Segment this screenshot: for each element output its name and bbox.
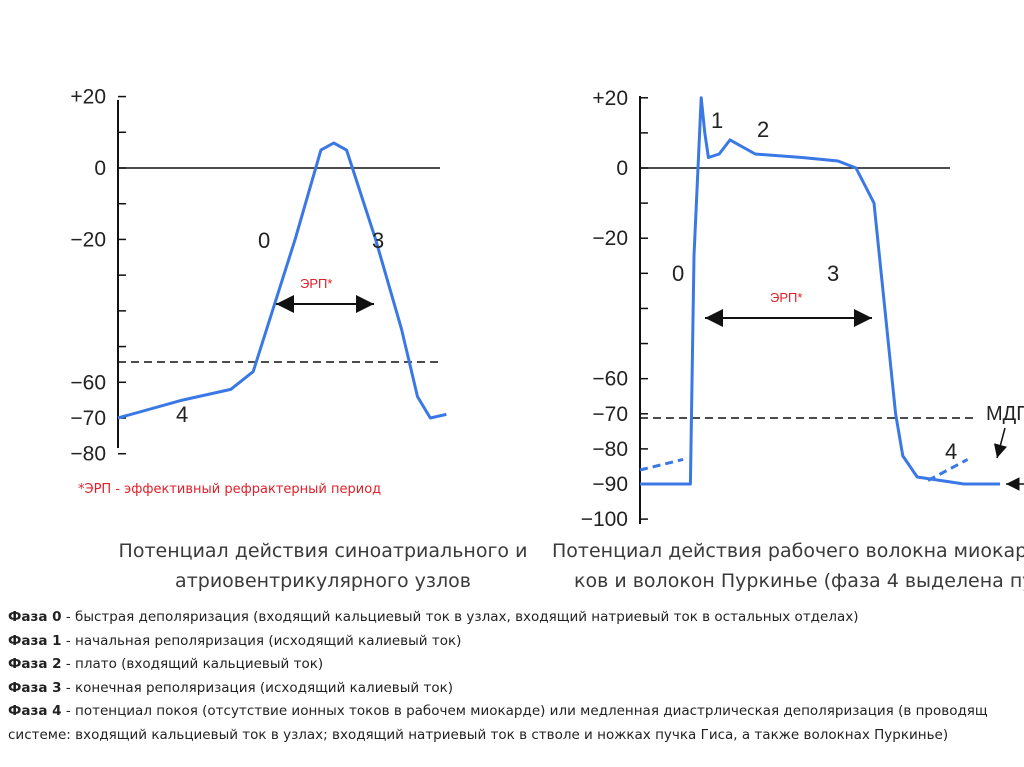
right-phase-4-label: 4 xyxy=(945,439,957,464)
right-mda-pointer xyxy=(993,427,1008,459)
left-action-potential-curve xyxy=(117,141,447,420)
right-phase-2-label: 2 xyxy=(757,117,769,142)
right-y-tick-label: +20 xyxy=(592,87,628,110)
left-phase-4-label: 4 xyxy=(176,402,188,427)
left-y-tick-label: −70 xyxy=(70,407,106,430)
phase-descriptions: Фаза 0 - быстрая деполяризация (входящий… xyxy=(8,606,1024,747)
phase-2-text: - плато (входящий кальциевый ток) xyxy=(61,656,324,672)
left-phase-0-label: 0 xyxy=(258,228,270,253)
phase-0-description: Фаза 0 - быстрая деполяризация (входящий… xyxy=(8,606,1024,630)
right-y-tick-label: −60 xyxy=(592,368,628,391)
left-y-tick-label: 0 xyxy=(94,157,106,180)
right-phase-1-label: 1 xyxy=(711,108,723,133)
right-action-potential-curve xyxy=(640,96,1000,486)
right-y-tick-label: −90 xyxy=(592,473,628,496)
left-y-tick-label: +20 xyxy=(70,86,106,109)
phase-3-text: - конечная реполяризация (исходящий кали… xyxy=(61,679,453,696)
right-y-tick-label: −20 xyxy=(592,227,628,250)
right-chart-caption: Потенциал действия рабочего волокна миок… xyxy=(552,536,1024,596)
phase-4-description: Фаза 4 - потенциал покоя (отсутствие ион… xyxy=(8,700,1024,724)
right-y-tick-label: −70 xyxy=(592,403,628,426)
right-caption-line-1: Потенциал действия рабочего волокна миок… xyxy=(552,540,1024,562)
action-potential-charts: +20 0 −20 −60 −70 −80 ЭРП* 0 3 4 +20 0 −20 −60 −7… xyxy=(70,86,1024,531)
phase-0-name: Фаза 0 xyxy=(8,609,62,625)
phase-3-name: Фаза 3 xyxy=(8,679,62,696)
right-phase-3-label: 3 xyxy=(827,261,839,286)
phase-1-description: Фаза 1 - начальная реполяризация (исходя… xyxy=(8,630,1024,654)
right-caption-line-2: ков и волокон Пуркинье (фаза 4 выделена … xyxy=(574,570,1024,592)
right-erp-label: ЭРП* xyxy=(770,290,802,305)
phase-4-text: - потенциал покоя (отсутствие ионных ток… xyxy=(61,703,988,719)
phase-2-name: Фаза 2 xyxy=(8,656,62,672)
erp-footnote: *ЭРП - эффективный рефрактерный период xyxy=(78,482,382,497)
right-chart: +20 0 −20 −60 −70 −80 −90 −100 ЭРП* 1 2 0 3 4 М… xyxy=(581,87,1024,531)
right-phase-4-dashed-right xyxy=(927,458,969,482)
phase-2-description: Фаза 2 - плато (входящий кальциевый ток) xyxy=(8,653,1024,677)
phase-0-text: - быстрая деполяризация (входящий кальци… xyxy=(61,609,859,625)
left-y-tick-label: −20 xyxy=(70,228,106,251)
left-caption-line-1: Потенциал действия синоатриального и xyxy=(118,540,528,562)
right-y-tick-label: 0 xyxy=(616,157,628,180)
left-caption-line-2: атриовентрикулярного узлов xyxy=(175,570,471,592)
left-y-tick-label: −80 xyxy=(70,443,106,466)
phase-1-name: Фаза 1 xyxy=(8,632,62,649)
left-chart-caption: Потенциал действия синоатриального и атр… xyxy=(108,536,538,596)
right-phase-0-label: 0 xyxy=(672,261,684,286)
left-erp-label: ЭРП* xyxy=(300,276,332,291)
phase-1-text: - начальная реполяризация (исходящий кал… xyxy=(61,632,462,649)
phase-4-description-cont: системе: входящий кальциевый ток в узлах… xyxy=(8,724,1024,748)
right-mda-label: МДП xyxy=(986,403,1024,425)
right-y-tick-label: −100 xyxy=(581,508,628,531)
phase-3-description: Фаза 3 - конечная реполяризация (исходящ… xyxy=(8,677,1024,701)
phase-4-text-cont: системе: входящий кальциевый ток в узлах… xyxy=(8,726,949,743)
right-phase-4-dashed-left xyxy=(639,457,684,472)
phase-4-name: Фаза 4 xyxy=(8,703,62,719)
left-phase-3-label: 3 xyxy=(372,228,384,253)
left-y-tick-label: −60 xyxy=(70,371,106,394)
right-y-tick-label: −80 xyxy=(592,438,628,461)
left-chart: +20 0 −20 −60 −70 −80 ЭРП* 0 3 4 xyxy=(70,86,447,466)
